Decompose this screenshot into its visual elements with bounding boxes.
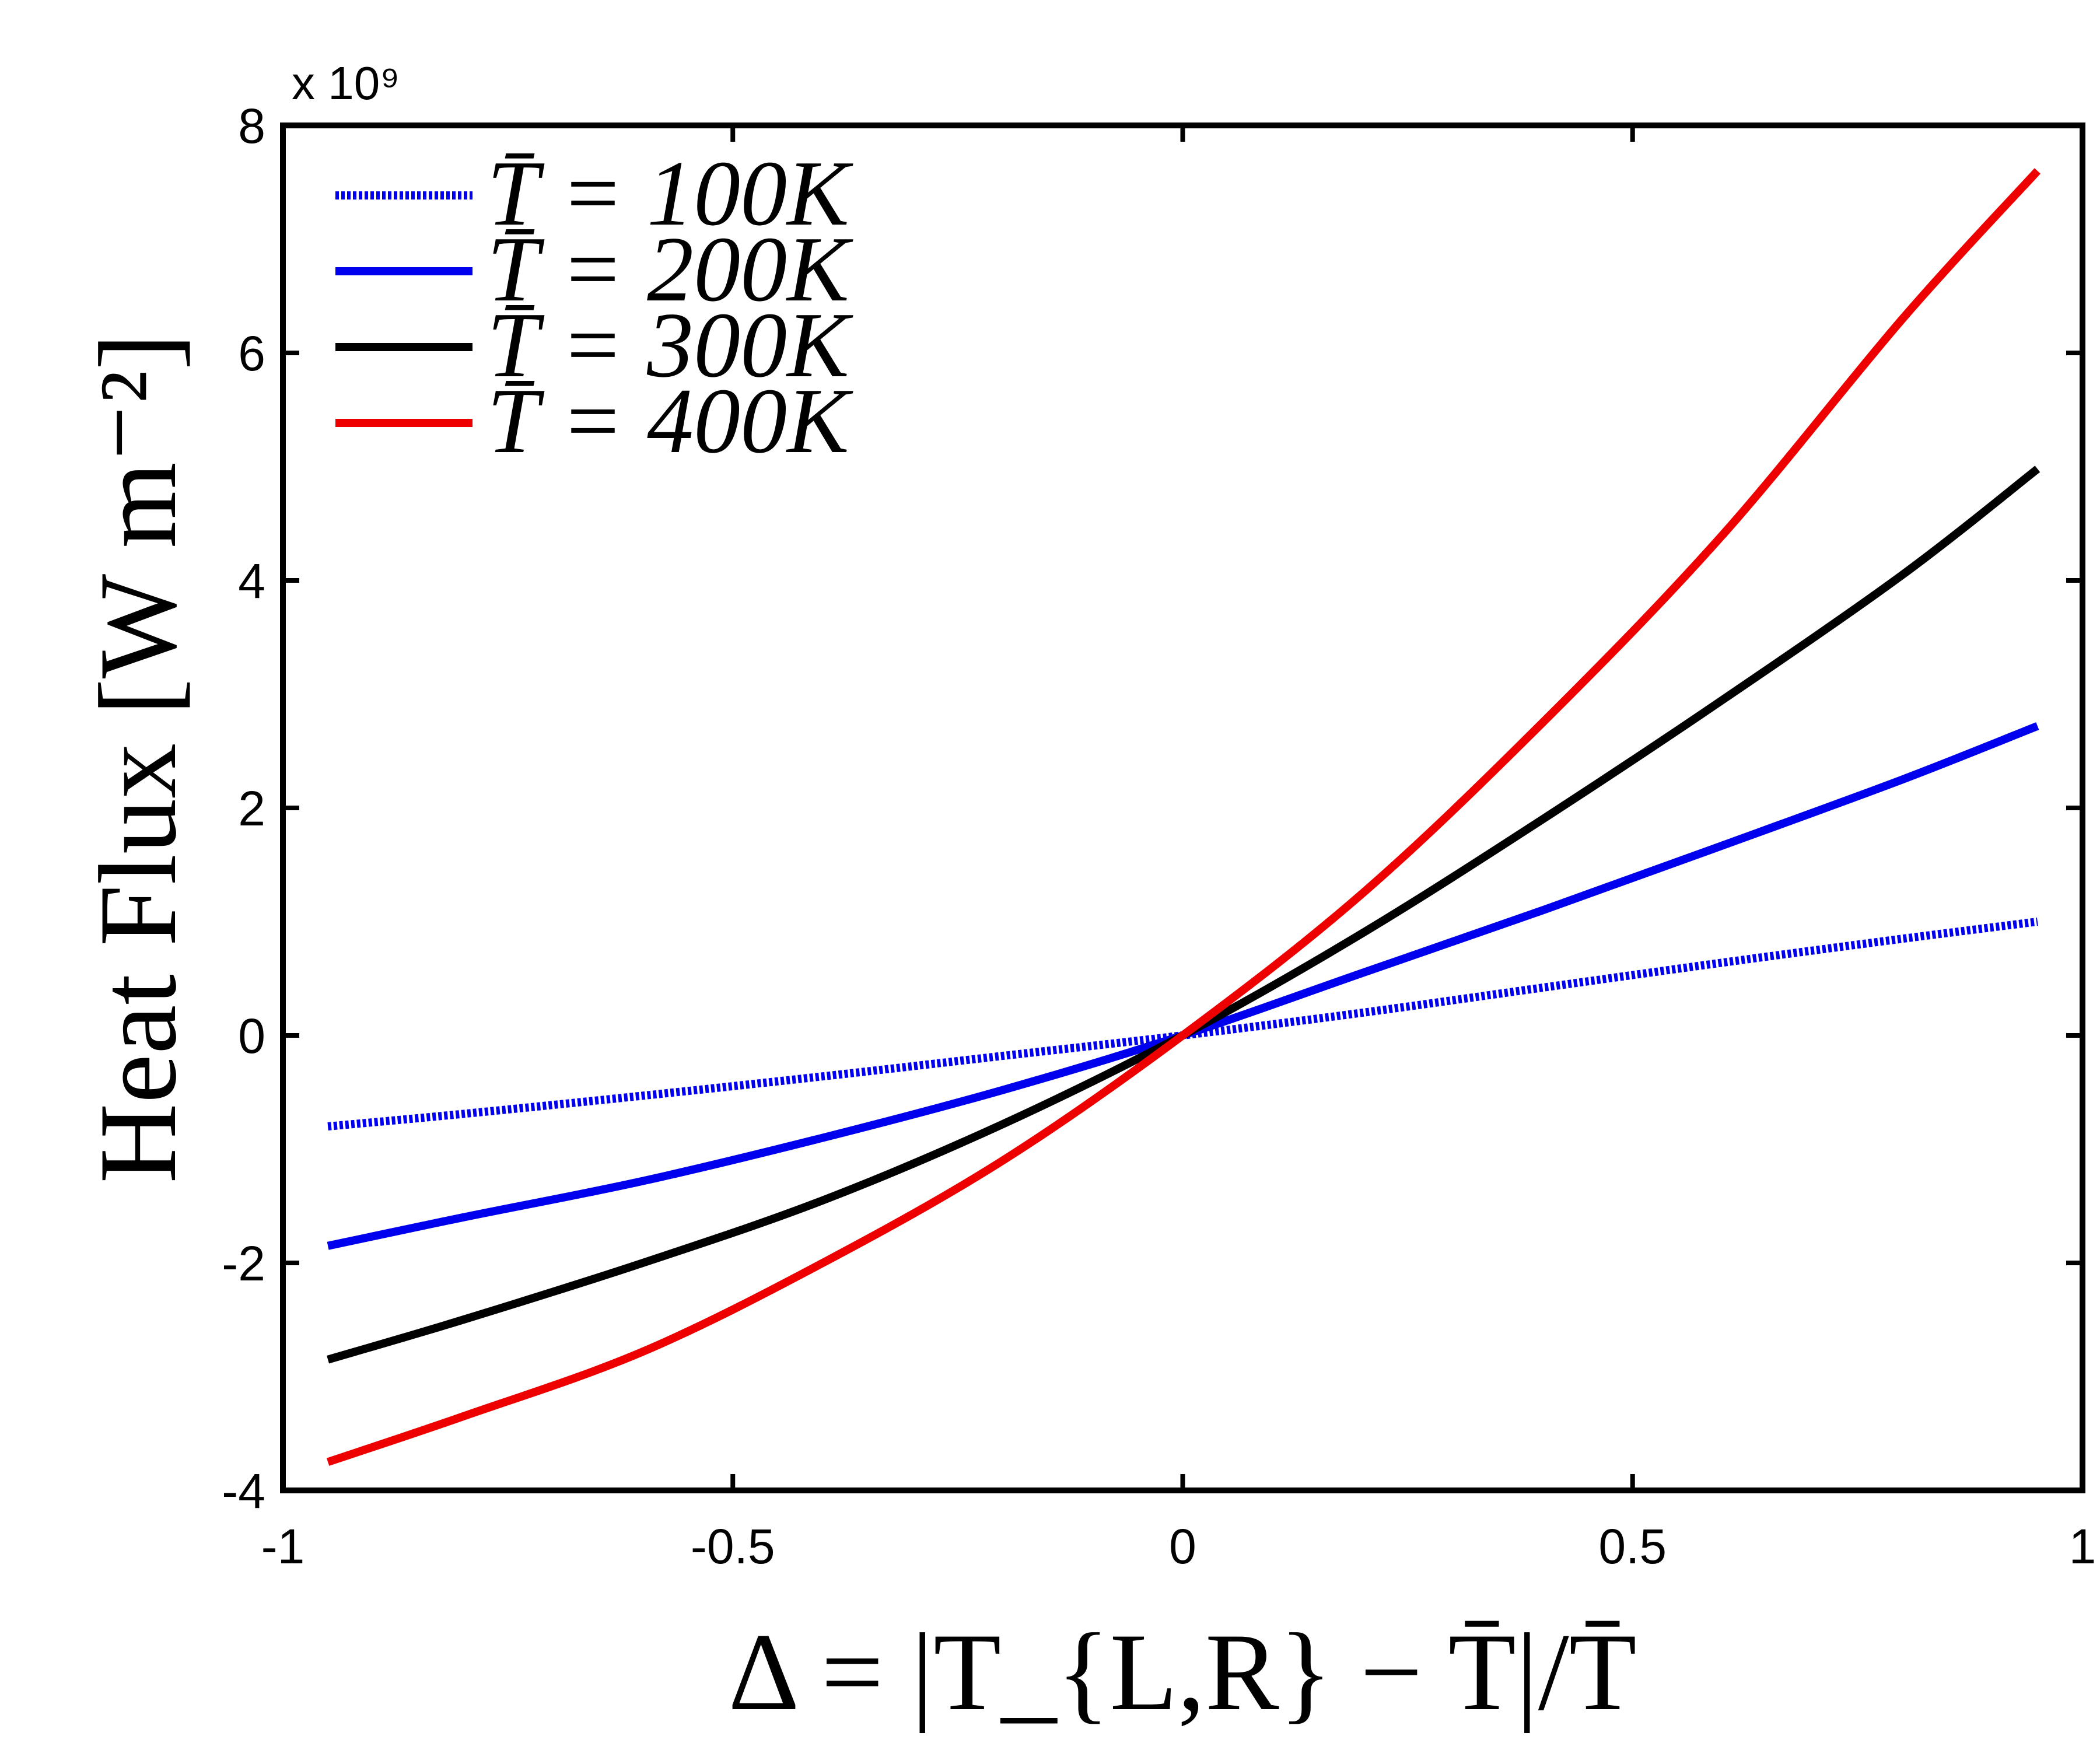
x-tick-label: 1: [2069, 1519, 2096, 1574]
y-axis-title: Heat Flux [W m⁻²]: [77, 333, 200, 1183]
tick-layer: -1 -0.5 0 0.5 1 -4 -2 0 2 4 6 8: [222, 99, 2096, 1574]
legend-label-1: T̄ = 100K: [487, 141, 853, 245]
series-line-1: [327, 918, 2038, 1130]
series-line-2: [327, 722, 2039, 1250]
series-line-3: [327, 466, 2041, 1364]
y-tick-label: 2: [238, 781, 265, 836]
x-axis-title: Δ = |T_{L,R} − T̄|/T̄: [728, 1611, 1636, 1734]
legend-label-2: T̄ = 200K: [487, 217, 853, 321]
x-tick-label: 0.5: [1598, 1519, 1667, 1574]
y-axis-multiplier: x 10⁹: [292, 57, 400, 109]
y-tick-label: -4: [222, 1464, 265, 1518]
y-tick-label: 8: [238, 99, 265, 153]
y-tick-label: 0: [238, 1009, 265, 1063]
x-tick-label: -1: [261, 1519, 305, 1574]
series-line-4: [326, 168, 2041, 1466]
y-tick-label: 6: [238, 326, 265, 381]
series-layer: [326, 168, 2041, 1466]
legend-label-3: T̄ = 300K: [487, 293, 853, 397]
legend-label-4: T̄ = 400K: [487, 369, 853, 473]
y-tick-label: -2: [222, 1236, 265, 1291]
x-tick-label: -0.5: [691, 1519, 775, 1574]
x-tick-label: 0: [1169, 1519, 1196, 1574]
y-tick-label: 4: [238, 554, 265, 608]
